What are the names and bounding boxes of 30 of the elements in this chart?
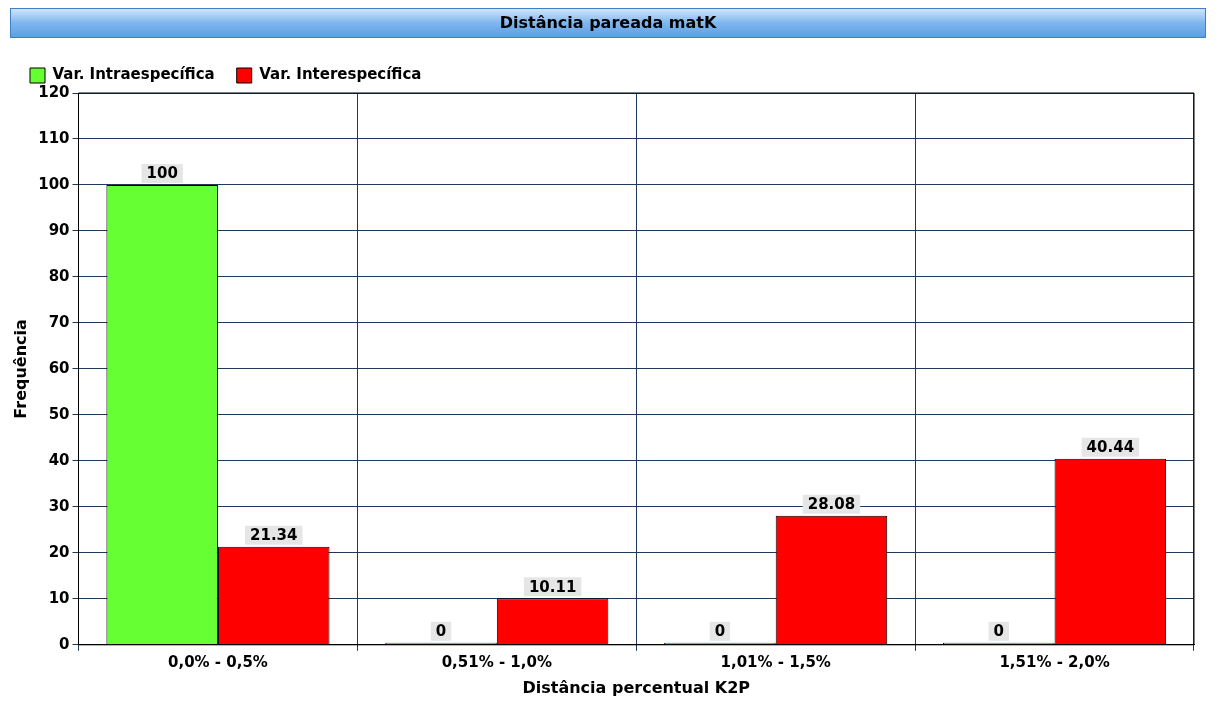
y-tick-label: 20 bbox=[48, 542, 70, 561]
y-tick-label: 60 bbox=[48, 358, 70, 377]
y-tick-label: 90 bbox=[48, 220, 70, 239]
legend-label: Var. Intraespecífica bbox=[52, 65, 215, 84]
legend-label: Var. Interespecífica bbox=[259, 65, 422, 84]
y-tick-label: 110 bbox=[38, 128, 70, 147]
data-label: 28.08 bbox=[807, 495, 856, 514]
data-label: 0 bbox=[435, 622, 447, 641]
data-label: 0 bbox=[993, 622, 1005, 641]
x-tick-label: 1,01% - 1,5% bbox=[720, 652, 831, 671]
chart-title: Distância pareada matK bbox=[10, 8, 1206, 38]
data-label: 0 bbox=[714, 622, 726, 641]
data-label: 40.44 bbox=[1086, 438, 1135, 457]
data-label: 10.11 bbox=[528, 577, 577, 596]
y-tick-label: 40 bbox=[48, 450, 70, 469]
data-label: 21.34 bbox=[250, 526, 298, 545]
y-axis-title: Frequência bbox=[10, 319, 30, 419]
y-tick-label: 50 bbox=[48, 404, 70, 423]
x-tick-label: 0,0% - 0,5% bbox=[168, 652, 268, 671]
y-tick-label: 10 bbox=[48, 588, 70, 607]
y-tick-label: 80 bbox=[48, 266, 70, 285]
y-tick-label: 100 bbox=[38, 174, 70, 193]
y-tick-label: 120 bbox=[38, 82, 70, 101]
y-tick-label: 30 bbox=[48, 496, 70, 515]
x-axis-title: Distância percentual K2P bbox=[522, 677, 751, 697]
data-label: 100 bbox=[146, 164, 178, 183]
y-tick-label: 70 bbox=[48, 312, 70, 331]
x-tick-label: 1,51% - 2,0% bbox=[999, 652, 1110, 671]
x-tick-label: 0,51% - 1,0% bbox=[441, 652, 552, 671]
y-tick-label: 0 bbox=[59, 634, 70, 653]
